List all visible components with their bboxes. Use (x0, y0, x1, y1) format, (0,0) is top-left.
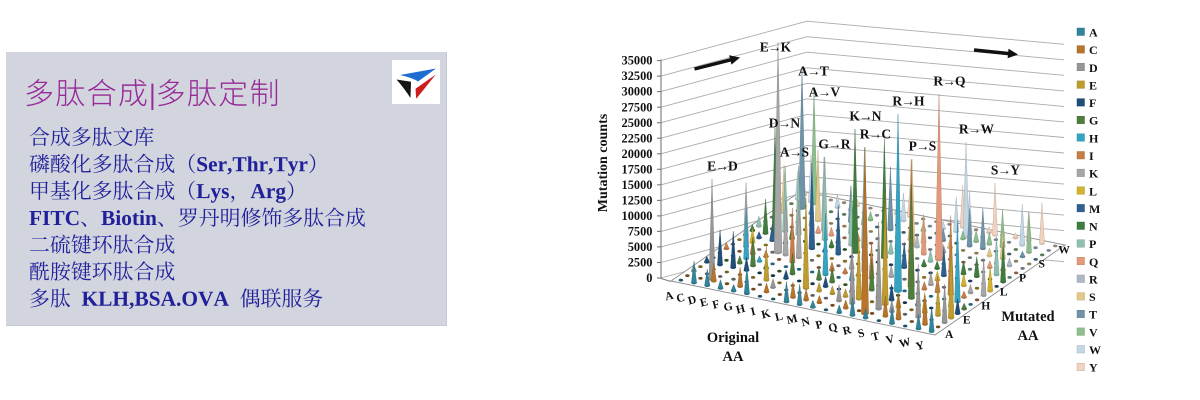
svg-text:A: A (664, 289, 676, 304)
svg-text:H: H (1089, 131, 1099, 145)
svg-text:Y: Y (914, 339, 926, 354)
svg-text:A→V: A→V (809, 85, 841, 100)
svg-text:0: 0 (646, 271, 652, 285)
svg-text:32500: 32500 (622, 69, 653, 83)
svg-text:K→N: K→N (849, 109, 881, 124)
svg-text:Original: Original (707, 330, 759, 346)
svg-text:L: L (1089, 184, 1097, 198)
svg-text:F: F (1089, 96, 1096, 110)
svg-text:I: I (1089, 149, 1094, 163)
svg-text:H: H (981, 299, 990, 312)
svg-text:C: C (675, 291, 686, 306)
svg-text:D: D (687, 293, 698, 308)
svg-text:T: T (870, 329, 881, 344)
svg-text:E→D: E→D (707, 159, 738, 174)
svg-text:K: K (760, 307, 772, 322)
svg-text:D→N: D→N (769, 116, 801, 131)
svg-text:G→R: G→R (818, 137, 850, 152)
svg-text:V: V (1089, 325, 1098, 339)
svg-text:S: S (1089, 290, 1096, 304)
svg-text:S: S (856, 326, 865, 340)
svg-text:R→C: R→C (860, 127, 891, 142)
svg-text:7500: 7500 (628, 225, 653, 239)
svg-text:S→Y: S→Y (991, 163, 1020, 178)
svg-text:M: M (785, 312, 799, 327)
svg-text:R: R (841, 323, 853, 338)
svg-text:A→S: A→S (780, 145, 809, 160)
svg-text:L: L (1000, 285, 1008, 298)
svg-text:W: W (898, 335, 913, 351)
svg-text:P: P (1089, 237, 1096, 251)
svg-text:E: E (1089, 78, 1097, 92)
svg-text:R: R (1089, 273, 1098, 287)
svg-text:AA: AA (1018, 328, 1039, 344)
svg-text:R→W: R→W (959, 122, 995, 137)
svg-text:27500: 27500 (622, 100, 653, 114)
svg-text:22500: 22500 (622, 131, 653, 145)
svg-text:N: N (800, 315, 812, 330)
svg-text:10000: 10000 (622, 209, 653, 223)
svg-text:5000: 5000 (628, 240, 653, 254)
svg-text:A: A (1089, 26, 1098, 40)
svg-text:E: E (963, 314, 971, 327)
svg-text:Mutated: Mutated (1001, 309, 1054, 325)
svg-text:35000: 35000 (622, 54, 653, 68)
svg-text:15000: 15000 (622, 178, 653, 192)
svg-text:20000: 20000 (622, 147, 653, 161)
svg-text:S: S (1039, 257, 1045, 270)
svg-text:E→K: E→K (760, 40, 792, 55)
svg-text:I: I (749, 305, 757, 319)
svg-text:N: N (1089, 220, 1098, 234)
svg-text:Mutation counts: Mutation counts (596, 113, 611, 212)
svg-text:A: A (945, 328, 954, 341)
svg-text:R→H: R→H (892, 94, 925, 109)
svg-text:A→T: A→T (798, 64, 829, 79)
svg-text:G: G (722, 300, 734, 315)
svg-text:T: T (1089, 308, 1097, 322)
svg-text:R→Q: R→Q (933, 74, 965, 89)
svg-text:H: H (735, 302, 747, 317)
svg-text:P→S: P→S (909, 139, 936, 154)
svg-text:25000: 25000 (622, 116, 653, 130)
svg-text:K: K (1089, 167, 1099, 181)
svg-text:2500: 2500 (628, 256, 653, 270)
svg-text:Y: Y (1089, 361, 1098, 375)
svg-text:F: F (711, 297, 721, 311)
svg-text:E: E (699, 295, 710, 310)
svg-text:V: V (885, 332, 897, 347)
svg-text:L: L (774, 309, 785, 324)
svg-text:C: C (1089, 43, 1098, 57)
svg-text:M: M (1089, 202, 1100, 216)
svg-text:Q: Q (1089, 255, 1098, 269)
svg-text:AA: AA (723, 349, 744, 365)
svg-text:W: W (1058, 244, 1070, 257)
svg-text:P: P (1019, 271, 1026, 284)
svg-text:W: W (1089, 343, 1101, 357)
svg-text:P: P (814, 318, 824, 332)
svg-text:D: D (1089, 61, 1098, 75)
svg-text:12500: 12500 (622, 194, 653, 208)
svg-text:17500: 17500 (622, 162, 653, 176)
svg-text:30000: 30000 (622, 85, 653, 99)
svg-text:Q: Q (827, 320, 839, 335)
svg-text:G: G (1089, 114, 1098, 128)
